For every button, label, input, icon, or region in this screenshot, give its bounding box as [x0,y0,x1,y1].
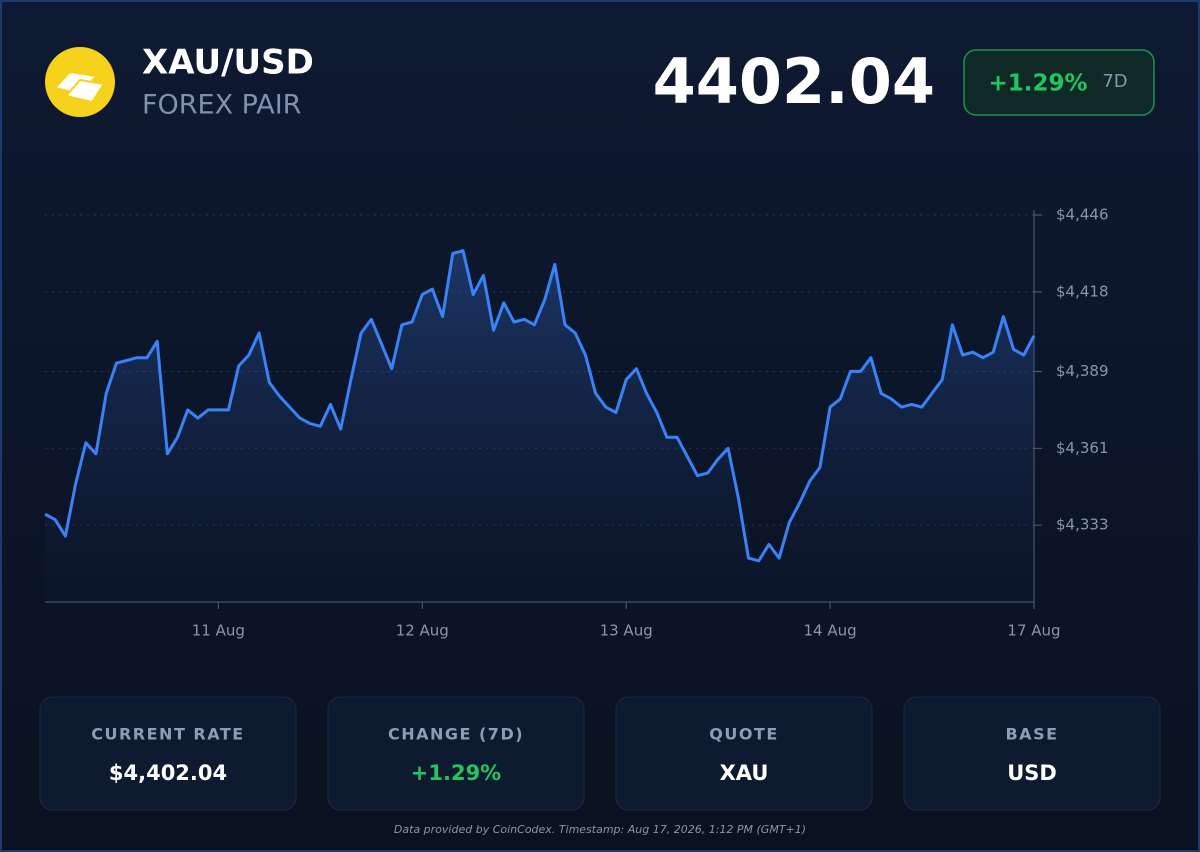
stat-label: CURRENT RATE [91,725,244,744]
symbol: XAU/USD [142,43,314,83]
stat-value: USD [1007,761,1057,785]
period: 7D [1102,71,1127,92]
stat-card [903,696,1161,811]
change-badge [963,49,1155,116]
y-tick-label: $4,389 [1056,362,1109,380]
y-tick-label: $4,446 [1056,206,1109,224]
stat-label: BASE [1005,725,1058,744]
chart: $4,333 $4,361 $4,389 $4,418 $4,446 11 Aug 12 A… [44,206,1109,640]
stat-value: XAU [720,761,769,785]
y-tick-label: $4,361 [1056,439,1109,457]
stat-label: CHANGE (7D) [388,725,524,744]
stat-label: QUOTE [709,725,779,744]
stat-card [39,696,297,811]
area [45,250,1034,602]
y-tick-label: $4,333 [1056,516,1109,534]
x-tick-label: 11 Aug [192,622,245,640]
price: 4402.04 [653,45,935,118]
stat-card [327,696,585,811]
y-tick-label: $4,418 [1056,282,1109,300]
x-tick-label: 12 Aug [396,622,449,640]
footer: Data provided by CoinCodex. Timestamp: A… [394,823,806,836]
stat-card [615,696,873,811]
change: +1.29% [988,71,1087,97]
x-tick-label: 13 Aug [600,622,653,640]
stat-value: +1.29% [411,761,501,785]
stat-value: $4,402.04 [109,761,227,785]
x-tick-label: 17 Aug [1007,622,1060,640]
subtitle: FOREX PAIR [142,90,301,121]
x-tick-label: 14 Aug [804,622,857,640]
gold-bars [53,70,106,104]
price-line [44,249,1036,563]
cards: CURRENT RATE $4,402.04 CHANGE (7D) +1.29% QU… [39,696,1161,811]
